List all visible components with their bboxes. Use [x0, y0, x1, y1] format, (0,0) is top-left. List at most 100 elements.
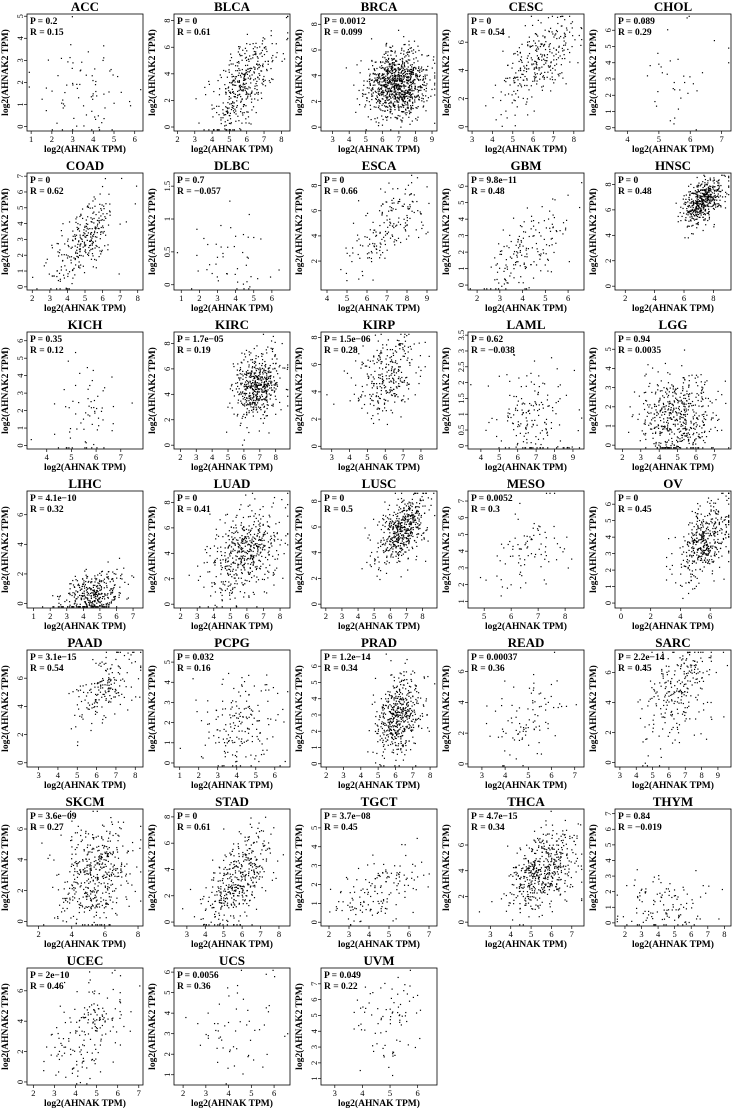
data-point	[705, 201, 706, 202]
data-point	[536, 48, 537, 49]
data-point	[373, 73, 374, 74]
data-point	[216, 244, 217, 245]
data-point	[42, 99, 43, 100]
data-point	[702, 202, 703, 203]
data-point	[260, 397, 261, 398]
data-point	[92, 253, 93, 254]
data-point	[686, 400, 687, 401]
data-point	[389, 389, 390, 390]
x-tick-label: 5	[365, 452, 369, 462]
data-point	[572, 35, 573, 36]
data-point	[541, 402, 542, 403]
data-point	[522, 414, 523, 415]
data-point	[692, 443, 693, 444]
data-point	[389, 206, 390, 207]
data-point	[103, 206, 104, 207]
data-point	[393, 372, 394, 373]
data-point	[663, 387, 664, 388]
data-point	[277, 373, 278, 374]
data-point	[659, 400, 660, 401]
data-point	[402, 97, 403, 98]
data-point	[287, 364, 288, 365]
data-point	[402, 105, 403, 106]
data-point	[70, 44, 71, 45]
data-point	[663, 404, 664, 405]
data-point	[540, 22, 541, 23]
data-point	[698, 400, 699, 401]
data-point	[67, 276, 68, 277]
data-point	[388, 68, 389, 69]
data-point	[238, 62, 239, 63]
data-point	[645, 420, 646, 421]
data-point	[256, 370, 257, 371]
data-point	[699, 426, 700, 427]
data-point	[110, 69, 111, 70]
data-point	[406, 215, 407, 216]
data-point	[557, 31, 558, 32]
data-point	[639, 396, 640, 397]
data-point	[257, 61, 258, 62]
data-point	[394, 82, 395, 83]
data-point	[45, 262, 46, 263]
data-point	[359, 104, 360, 105]
data-point	[562, 58, 563, 59]
data-point	[691, 210, 692, 211]
data-point	[98, 115, 99, 116]
data-point	[566, 29, 567, 30]
data-point	[550, 70, 551, 71]
data-point	[387, 72, 388, 73]
data-point	[693, 218, 694, 219]
data-point	[220, 117, 221, 118]
data-point	[712, 199, 713, 200]
data-point	[403, 105, 404, 106]
data-point	[379, 398, 380, 399]
x-tick-label: 2	[30, 293, 34, 303]
data-point	[702, 181, 703, 182]
data-point	[279, 366, 280, 367]
data-point	[391, 73, 392, 74]
data-point	[434, 88, 435, 89]
data-point	[107, 249, 108, 250]
data-point	[663, 403, 664, 404]
data-point	[667, 429, 668, 430]
y-tick-label: 0	[15, 124, 25, 128]
data-point	[695, 397, 696, 398]
data-point	[684, 349, 685, 350]
data-point	[395, 360, 396, 361]
data-point	[89, 228, 90, 229]
data-point	[426, 88, 427, 89]
data-point	[515, 264, 516, 265]
data-point	[716, 181, 717, 182]
data-point	[654, 406, 655, 407]
data-point	[226, 107, 227, 108]
p-value-label: P = 0	[324, 176, 344, 186]
data-point	[239, 388, 240, 389]
data-point	[704, 213, 705, 214]
data-point	[690, 437, 691, 438]
data-point	[360, 396, 361, 397]
data-point	[660, 390, 661, 391]
data-point	[87, 235, 88, 236]
data-point	[394, 396, 395, 397]
data-point	[231, 385, 232, 386]
data-point	[675, 425, 676, 426]
data-point	[259, 396, 260, 397]
data-point	[70, 260, 71, 261]
data-point	[54, 403, 55, 404]
data-point	[262, 65, 263, 66]
data-point	[699, 195, 700, 196]
data-point	[248, 112, 249, 113]
x-tick-label: 4	[347, 134, 352, 144]
data-point	[357, 235, 358, 236]
r-value-label: R = 0.28	[324, 346, 358, 356]
data-point	[700, 185, 701, 186]
data-point	[100, 238, 101, 239]
y-tick-label: 0	[603, 284, 613, 288]
data-point	[663, 406, 664, 407]
data-point	[724, 175, 725, 176]
data-point	[551, 61, 552, 62]
data-point	[404, 66, 405, 67]
data-point	[644, 423, 645, 424]
data-point	[669, 391, 670, 392]
data-point	[668, 395, 669, 396]
